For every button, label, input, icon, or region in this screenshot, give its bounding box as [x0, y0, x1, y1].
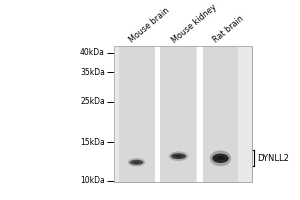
Bar — [114, 46, 252, 182]
Ellipse shape — [212, 154, 229, 163]
Ellipse shape — [130, 160, 143, 165]
Bar — [114, 46, 252, 182]
Bar — [238, 46, 252, 182]
Text: DYNLL2: DYNLL2 — [257, 154, 289, 163]
Bar — [160, 46, 196, 182]
Bar — [202, 46, 238, 182]
Ellipse shape — [216, 156, 225, 160]
Text: 15kDa: 15kDa — [80, 138, 105, 147]
Bar — [118, 46, 154, 182]
Bar — [114, 46, 118, 182]
Text: 10kDa: 10kDa — [80, 176, 105, 185]
Text: 25kDa: 25kDa — [80, 97, 105, 106]
Text: 40kDa: 40kDa — [80, 48, 105, 57]
Text: Mouse brain: Mouse brain — [128, 6, 171, 45]
Text: Mouse kidney: Mouse kidney — [170, 2, 218, 45]
Bar — [154, 46, 160, 182]
Ellipse shape — [128, 158, 145, 167]
Ellipse shape — [133, 161, 140, 163]
Bar — [196, 46, 202, 182]
Ellipse shape — [210, 150, 231, 166]
Ellipse shape — [171, 153, 186, 159]
Ellipse shape — [175, 155, 182, 157]
Text: Rat brain: Rat brain — [212, 14, 246, 45]
Text: 35kDa: 35kDa — [80, 68, 105, 77]
Ellipse shape — [169, 151, 188, 161]
